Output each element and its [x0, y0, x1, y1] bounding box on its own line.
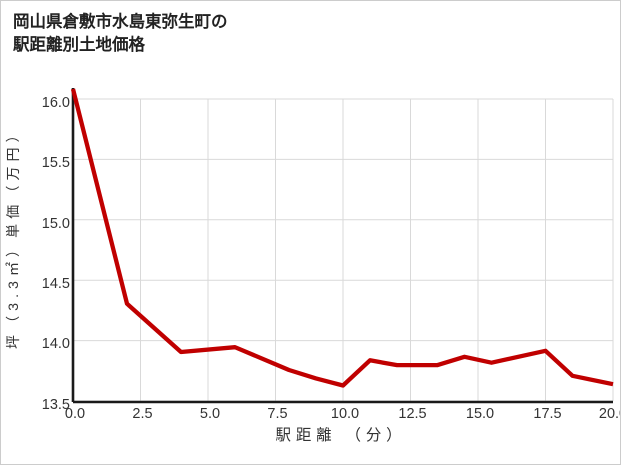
svg-text:14.5: 14.5 — [42, 276, 70, 292]
svg-text:7.5: 7.5 — [267, 406, 287, 422]
svg-text:14.0: 14.0 — [42, 336, 70, 352]
svg-text:12.5: 12.5 — [398, 406, 426, 422]
svg-text:0.0: 0.0 — [65, 406, 85, 422]
svg-text:10.0: 10.0 — [331, 406, 359, 422]
svg-text:15.0: 15.0 — [466, 406, 494, 422]
svg-text:5.0: 5.0 — [200, 406, 220, 422]
svg-text:2.5: 2.5 — [132, 406, 152, 422]
svg-text:駅距離 （分）: 駅距離 （分） — [276, 426, 407, 444]
svg-text:16.0: 16.0 — [42, 95, 70, 111]
svg-text:15.0: 15.0 — [42, 216, 70, 232]
svg-text:17.5: 17.5 — [533, 406, 561, 422]
svg-text:20.0: 20.0 — [599, 406, 621, 422]
svg-text:15.5: 15.5 — [42, 155, 70, 171]
